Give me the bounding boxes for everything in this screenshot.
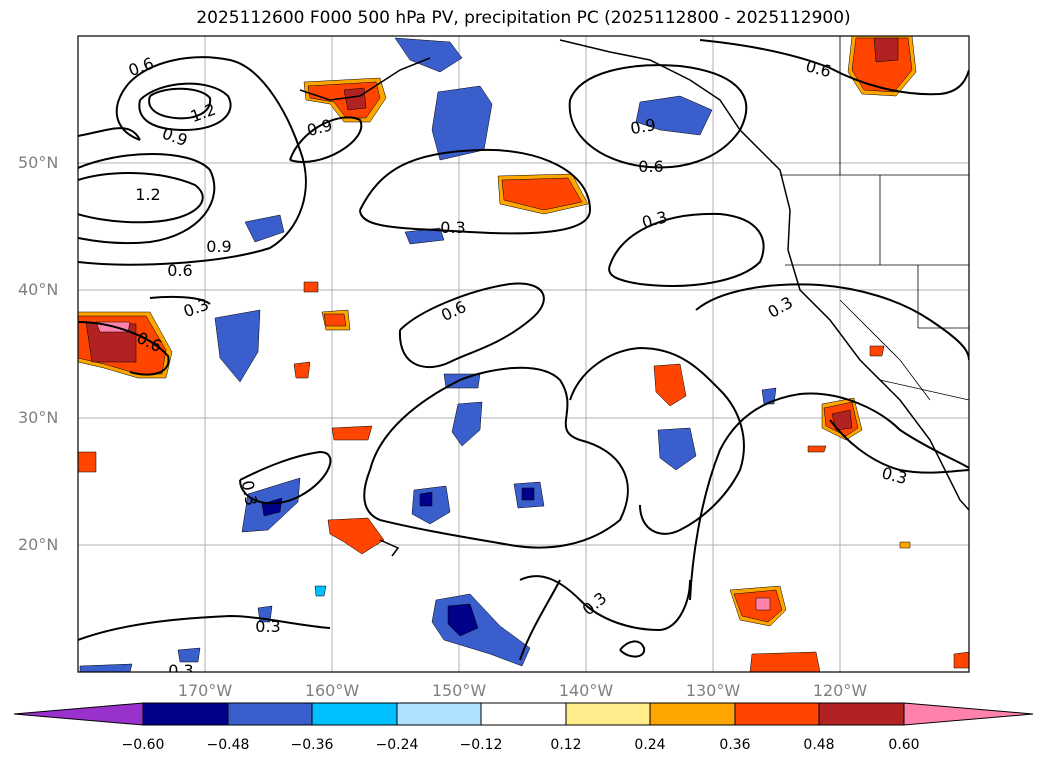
precip-blob bbox=[873, 37, 899, 63]
colorbar-tick: 0.36 bbox=[719, 737, 751, 753]
colorbar-tick: 0.24 bbox=[634, 737, 666, 753]
contour-label: 0.6 bbox=[638, 157, 663, 176]
precip-negative-areas bbox=[79, 37, 777, 672]
political-borders bbox=[780, 36, 969, 401]
precip-blob bbox=[327, 517, 385, 555]
precip-blob bbox=[79, 663, 133, 672]
colorbar-tick: −0.60 bbox=[121, 737, 165, 753]
colorbar-tick: −0.24 bbox=[375, 737, 419, 753]
precip-blob bbox=[314, 585, 327, 597]
colorbar-segment bbox=[565, 702, 651, 726]
colorbar-segment bbox=[734, 702, 820, 726]
lon-label: 130°W bbox=[685, 681, 741, 700]
graticule bbox=[78, 36, 969, 672]
plot-area bbox=[78, 36, 969, 672]
lon-label: 140°W bbox=[558, 681, 614, 700]
colorbar-tick: 0.60 bbox=[888, 737, 920, 753]
precip-blob bbox=[635, 95, 713, 136]
lat-label: 50°N bbox=[18, 153, 59, 172]
colorbar-tick: 0.12 bbox=[550, 737, 582, 753]
plot-frame bbox=[77, 35, 970, 673]
lon-label: 160°W bbox=[304, 681, 360, 700]
precip-blob bbox=[78, 451, 97, 473]
pv-contours bbox=[78, 39, 969, 661]
contour-label: 1.2 bbox=[135, 185, 160, 204]
precip-blob bbox=[899, 541, 911, 549]
colorbar-segment bbox=[480, 702, 567, 726]
precip-positive-areas bbox=[78, 36, 969, 672]
colorbar-segment bbox=[818, 702, 905, 726]
colorbar-tick: 0.48 bbox=[803, 737, 835, 753]
colorbar-segment bbox=[396, 702, 482, 726]
precip-blob bbox=[431, 85, 493, 161]
precip-blob bbox=[419, 491, 433, 507]
lat-label: 20°N bbox=[18, 535, 59, 554]
precip-blob bbox=[177, 647, 201, 663]
precip-blob bbox=[807, 445, 827, 453]
contour-label: 0.3 bbox=[255, 617, 280, 636]
precip-blob bbox=[501, 177, 583, 211]
precip-blob bbox=[869, 345, 885, 357]
precip-blob bbox=[657, 427, 697, 471]
coastlines bbox=[299, 39, 969, 557]
precip-blob bbox=[749, 651, 821, 672]
colorbar-high-extend bbox=[903, 702, 1034, 726]
contour-label: 0.9 bbox=[629, 115, 657, 138]
precip-blob bbox=[394, 37, 463, 73]
precip-blob bbox=[521, 487, 535, 501]
colorbar-segment bbox=[142, 702, 229, 726]
colorbar-segment bbox=[227, 702, 313, 726]
colorbar-tick: −0.48 bbox=[206, 737, 250, 753]
map-title: 2025112600 F000 500 hPa PV, precipitatio… bbox=[196, 8, 851, 28]
contour-label: 0.3 bbox=[440, 218, 465, 237]
precip-blob bbox=[244, 214, 285, 243]
precip-blob bbox=[293, 361, 311, 379]
lat-label: 40°N bbox=[18, 280, 59, 299]
precip-blob bbox=[451, 401, 483, 447]
precip-blob bbox=[303, 281, 319, 293]
precip-blob bbox=[755, 597, 771, 611]
contour-label: 0.9 bbox=[206, 237, 231, 256]
colorbar bbox=[13, 702, 1034, 726]
precip-blob bbox=[323, 313, 347, 327]
precip-blob bbox=[447, 603, 479, 637]
colorbar-segment bbox=[311, 702, 398, 726]
colorbar-tick: −0.36 bbox=[290, 737, 334, 753]
lat-label: 30°N bbox=[18, 408, 59, 427]
contour-label: 0.3 bbox=[168, 661, 193, 680]
lon-label: 170°W bbox=[177, 681, 233, 700]
colorbar-segment bbox=[649, 702, 736, 726]
precip-blob bbox=[761, 387, 777, 405]
precip-blob bbox=[331, 425, 373, 441]
contour-label: 0.6 bbox=[167, 261, 192, 280]
precip-blob bbox=[653, 363, 687, 407]
colorbar-low-extend bbox=[13, 702, 144, 726]
lon-label: 120°W bbox=[812, 681, 868, 700]
lon-label: 150°W bbox=[431, 681, 487, 700]
contour-label: 0.3 bbox=[238, 479, 261, 507]
precip-blob bbox=[343, 87, 367, 111]
precip-blob bbox=[953, 651, 969, 669]
colorbar-tick: −0.12 bbox=[459, 737, 503, 753]
precip-blob bbox=[214, 309, 261, 383]
